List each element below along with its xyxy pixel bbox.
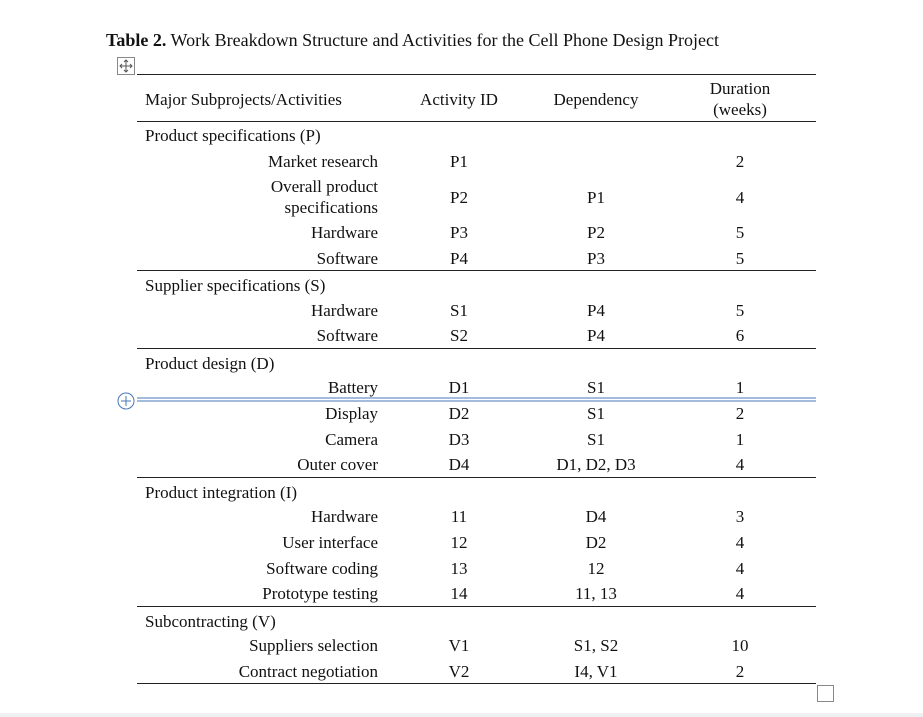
dependency-cell: P2: [587, 223, 605, 242]
duration-cell: 2: [735, 404, 745, 423]
id-cell: S2: [450, 326, 468, 345]
table-rule: [137, 683, 816, 684]
activity-cell: Software: [316, 325, 378, 345]
resize-handle[interactable]: [817, 685, 834, 702]
duration-cell: 4: [735, 455, 745, 474]
activity-cell: Display: [325, 403, 378, 423]
dependency-cell: S1, S2: [573, 636, 619, 655]
dependency-cell: 11, 13: [575, 584, 617, 603]
id-cell: D4: [448, 455, 470, 474]
caption-text: Work Breakdown Structure and Activities …: [170, 30, 719, 50]
activity-cell: Software coding: [266, 558, 378, 578]
activity-cell: Suppliers selection: [249, 635, 378, 655]
duration-cell: 4: [735, 584, 745, 603]
header-cell: Activity ID: [420, 90, 498, 109]
activity-cell: User interface: [282, 532, 378, 552]
move-icon: [119, 59, 133, 73]
dependency-cell: I4, V1: [574, 662, 618, 681]
duration-cell: 4: [735, 533, 745, 552]
table-rule: [137, 121, 816, 122]
id-cell: 14: [450, 584, 468, 603]
dependency-cell: 12: [587, 559, 605, 578]
id-cell: V1: [448, 636, 470, 655]
activity-cell: Prototype testing: [262, 583, 378, 603]
dependency-cell: P4: [587, 301, 605, 320]
activity-cell: Hardware: [310, 506, 378, 526]
table-rule: [137, 606, 816, 607]
caption-label: Table 2.: [106, 30, 167, 50]
duration-cell: 4: [735, 188, 745, 207]
group-title: Supplier specifications (S): [145, 276, 326, 295]
id-cell: S1: [450, 301, 468, 320]
header-cell: Dependency: [553, 90, 639, 109]
id-cell: D1: [448, 378, 470, 397]
id-cell: P2: [450, 188, 468, 207]
group-title: Product integration (I): [145, 483, 298, 502]
duration-cell: 6: [735, 326, 745, 345]
id-cell: P1: [450, 152, 468, 171]
activity-cell: Contract negotiation: [238, 661, 378, 681]
table-rule: [137, 270, 816, 271]
duration-cell: 1: [735, 430, 745, 449]
activity-cell: Hardware: [310, 222, 378, 242]
dependency-cell: D2: [585, 533, 607, 552]
id-cell: D3: [448, 430, 470, 449]
id-cell: D2: [448, 404, 470, 423]
insert-icon: [121, 396, 131, 406]
duration-cell: 5: [735, 301, 745, 320]
duration-cell: 5: [735, 249, 745, 268]
activity-cell: Software: [316, 248, 378, 268]
table-rule: [137, 74, 816, 75]
dependency-cell: D4: [585, 507, 607, 526]
duration-cell: 3: [735, 507, 745, 526]
dependency-cell: D1, D2, D3: [556, 455, 636, 474]
activity-cell: Battery: [327, 377, 378, 397]
duration-cell: 10: [731, 636, 749, 655]
caption: Table 2. Work Breakdown Structure and Ac…: [106, 30, 719, 51]
activity-cell: Overall product specifications: [270, 177, 378, 217]
dependency-cell: P3: [587, 249, 605, 268]
activity-cell: Market research: [268, 151, 378, 171]
id-cell: P3: [450, 223, 468, 242]
group-title: Subcontracting (V): [145, 612, 276, 631]
duration-cell: 2: [735, 152, 745, 171]
id-cell: V2: [448, 662, 470, 681]
header-cell: Duration (weeks): [709, 79, 771, 119]
id-cell: 11: [450, 507, 468, 526]
dependency-cell: S1: [587, 430, 605, 449]
group-title: Product specifications (P): [145, 126, 321, 145]
page-edge: [0, 713, 923, 717]
id-cell: 12: [450, 533, 468, 552]
id-cell: P4: [450, 249, 468, 268]
table-rule: [137, 477, 816, 478]
duration-cell: 5: [735, 223, 745, 242]
dependency-cell: P1: [587, 188, 605, 207]
duration-cell: 4: [735, 559, 745, 578]
dependency-cell: S1: [587, 404, 605, 423]
activity-cell: Outer cover: [297, 454, 378, 474]
activity-cell: Hardware: [310, 300, 378, 320]
group-title: Product design (D): [145, 354, 275, 373]
header-cell: Major Subprojects/Activities: [145, 90, 342, 109]
dependency-cell: S1: [587, 378, 605, 397]
activity-cell: Camera: [325, 429, 378, 449]
table-rule: [137, 348, 816, 349]
id-cell: 13: [450, 559, 468, 578]
duration-cell: 2: [735, 662, 745, 681]
dependency-cell: P4: [587, 326, 605, 345]
duration-cell: 1: [735, 378, 745, 397]
